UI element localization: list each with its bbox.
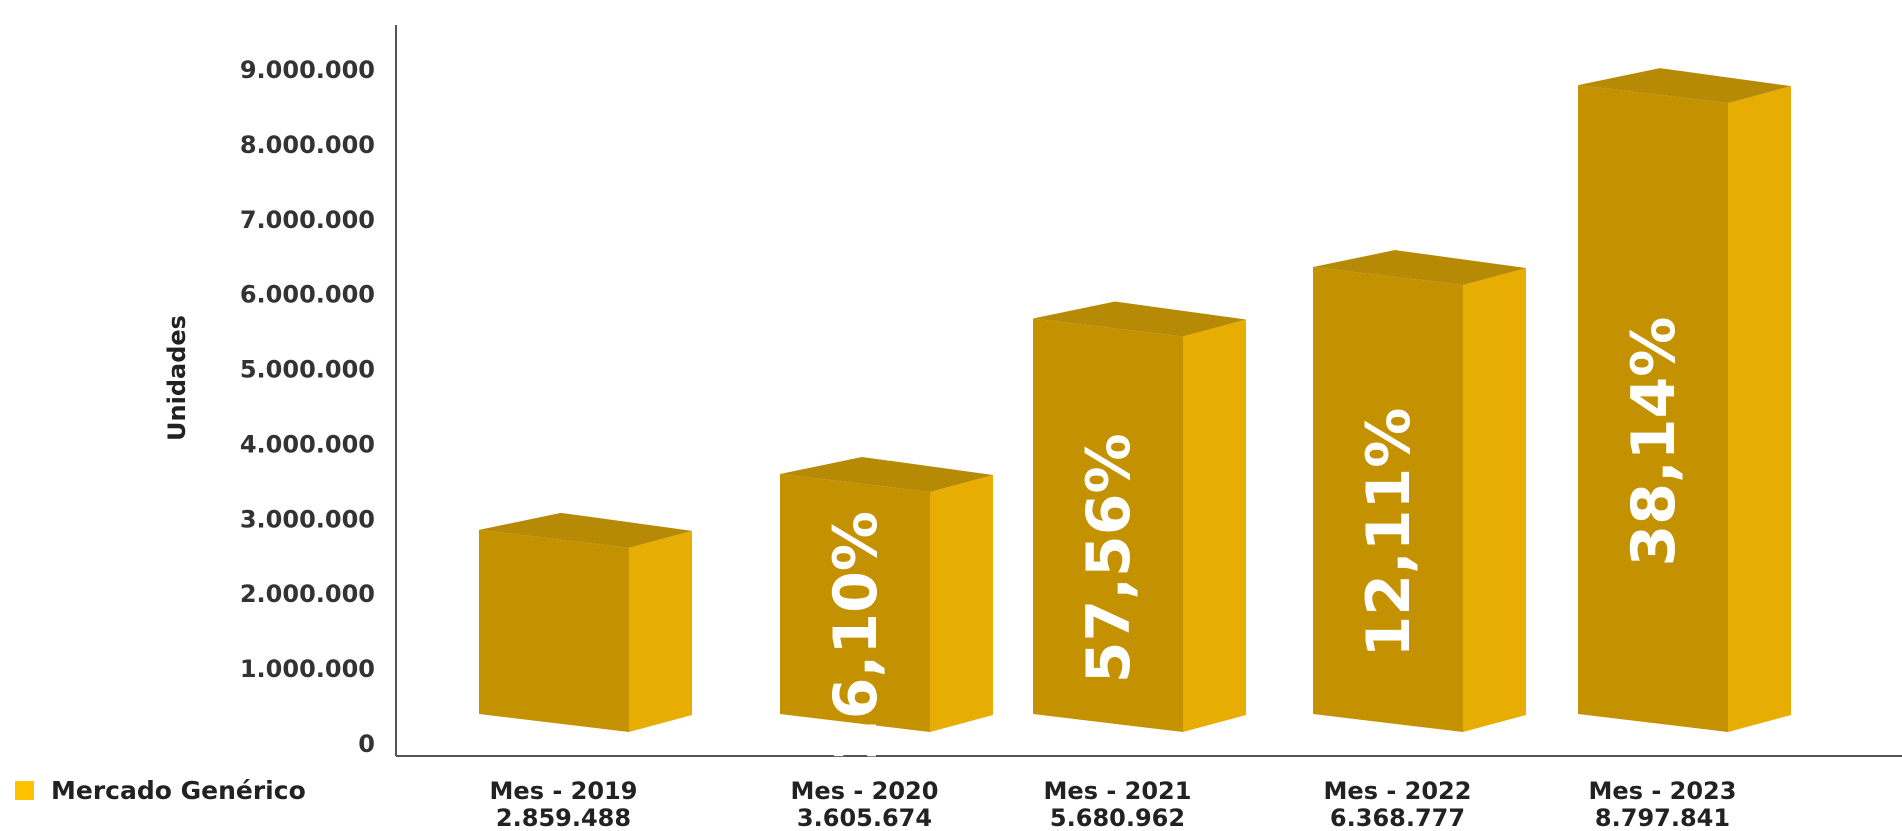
bar: 26,10% (780, 456, 993, 761)
x-tick-label: Mes - 2023 (1589, 777, 1737, 805)
bar-front (1033, 318, 1183, 732)
bar: 12,11% (1313, 250, 1526, 732)
y-tick-label: 8.000.000 (240, 131, 375, 159)
value-label: 6.368.777 (1330, 804, 1465, 831)
bar: 57,56% (1033, 301, 1246, 732)
value-label: 5.680.962 (1050, 804, 1185, 831)
y-tick-label: 9.000.000 (240, 56, 375, 84)
y-tick-label: 2.000.000 (240, 580, 375, 608)
y-tick-label: 1.000.000 (240, 655, 375, 683)
bar-front (1313, 267, 1463, 732)
y-tick-label: 3.000.000 (240, 505, 375, 533)
x-tick-label: Mes - 2021 (1044, 777, 1192, 805)
bar-side (629, 530, 692, 732)
bar-side (930, 474, 993, 732)
bar-front (780, 473, 930, 732)
bars: 26,10% 57,56% 12,11% 38,14% (479, 68, 1791, 761)
growth-label: 12,11% (1354, 408, 1424, 658)
y-tick-label: 0 (358, 730, 375, 758)
bar (479, 512, 692, 732)
bar-side (1728, 86, 1791, 732)
bar-top (1578, 68, 1791, 104)
axes (395, 25, 1902, 757)
bar-top (1313, 250, 1526, 286)
x-tick-label: Mes - 2022 (1324, 777, 1472, 805)
bar-top (1033, 301, 1246, 337)
growth-label: 57,56% (1074, 433, 1144, 683)
bar-side (1183, 319, 1246, 732)
growth-label: 38,14% (1619, 317, 1689, 567)
value-label: 2.859.488 (496, 804, 631, 831)
y-tick-label: 7.000.000 (240, 206, 375, 234)
bar-side (1463, 268, 1526, 732)
bar-front (479, 529, 629, 732)
growth-label: 26,10% (821, 511, 891, 761)
legend: Mercado Genérico (15, 776, 306, 805)
legend-swatch (15, 781, 34, 800)
value-label: 8.797.841 (1595, 804, 1730, 831)
y-tick-label: 4.000.000 (240, 430, 375, 458)
bar-front (1578, 85, 1728, 732)
bar-top (780, 456, 993, 492)
bar: 38,14% (1578, 68, 1791, 732)
x-tick-label: Mes - 2019 (490, 777, 638, 805)
legend-label: Mercado Genérico (51, 776, 306, 805)
x-tick-label: Mes - 2020 (791, 777, 939, 805)
y-tick-label: 6.000.000 (240, 281, 375, 309)
y-tick-label: 5.000.000 (240, 356, 375, 384)
y-tick-labels: 0 1.000.000 2.000.000 3.000.000 4.000.000 5.0… (240, 56, 375, 758)
value-label: 3.605.674 (797, 804, 932, 831)
bar-top (479, 512, 692, 548)
y-axis-label: Unidades (163, 315, 191, 441)
